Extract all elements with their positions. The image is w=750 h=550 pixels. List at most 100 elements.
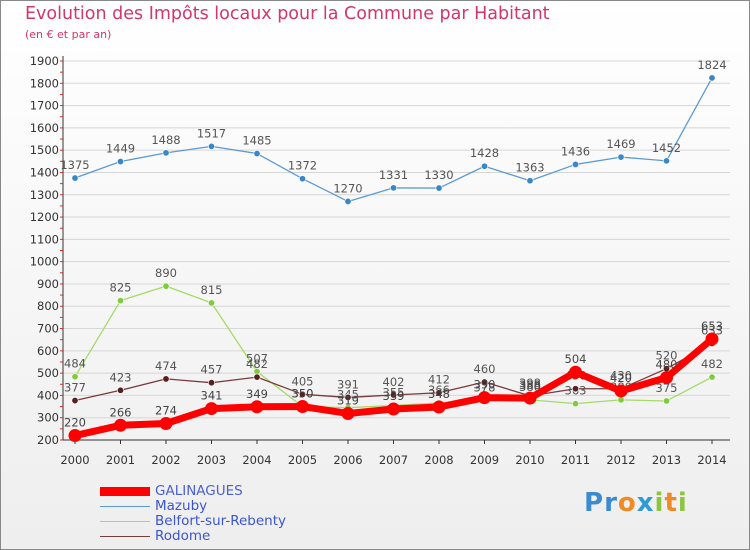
data-point bbox=[480, 162, 488, 170]
data-label: 348 bbox=[428, 387, 450, 401]
data-point bbox=[435, 184, 443, 192]
data-label: 412 bbox=[428, 373, 450, 387]
data-point bbox=[571, 385, 579, 393]
data-label: 398 bbox=[519, 376, 541, 390]
data-point bbox=[705, 332, 719, 346]
x-tick-label: 2007 bbox=[379, 453, 408, 467]
data-point bbox=[432, 400, 446, 414]
data-point bbox=[660, 371, 673, 385]
brand-logo: Proxiti bbox=[584, 488, 688, 518]
data-point bbox=[253, 150, 261, 158]
data-label: 1517 bbox=[197, 126, 226, 140]
legend-label: Rodome bbox=[155, 528, 211, 544]
data-label: 460 bbox=[474, 362, 496, 376]
data-point bbox=[68, 429, 82, 443]
x-tick-label: 2011 bbox=[561, 453, 590, 467]
legend-swatch bbox=[100, 521, 150, 522]
data-label: 375 bbox=[656, 381, 678, 395]
y-tick-label: 1700 bbox=[30, 99, 59, 113]
data-point bbox=[114, 418, 127, 432]
data-label: 339 bbox=[383, 389, 405, 403]
y-tick-label: 1600 bbox=[30, 121, 59, 135]
y-tick-label: 1300 bbox=[30, 188, 59, 202]
data-label: 890 bbox=[155, 266, 177, 280]
data-label: 1452 bbox=[652, 141, 681, 155]
legend-label: Mazuby bbox=[155, 498, 208, 514]
data-point bbox=[71, 373, 79, 381]
y-tick-label: 1200 bbox=[30, 210, 59, 224]
brand-letter: i bbox=[677, 488, 688, 518]
brand-letter: i bbox=[654, 488, 665, 518]
y-tick-label: 1900 bbox=[30, 54, 59, 68]
x-tick-label: 2012 bbox=[606, 453, 635, 467]
data-label: 377 bbox=[64, 381, 86, 395]
data-point bbox=[662, 397, 670, 405]
data-label: 420 bbox=[610, 371, 632, 385]
y-tick-label: 700 bbox=[37, 322, 59, 336]
data-label: 274 bbox=[155, 404, 177, 418]
data-label: 220 bbox=[64, 416, 86, 430]
legend-swatch bbox=[100, 536, 150, 537]
data-label: 815 bbox=[201, 283, 223, 297]
data-point bbox=[117, 297, 125, 305]
data-point bbox=[253, 373, 261, 381]
data-point bbox=[296, 400, 309, 414]
data-label: 319 bbox=[337, 393, 359, 407]
data-point bbox=[571, 400, 579, 408]
data-label: 1824 bbox=[697, 58, 726, 72]
data-point bbox=[389, 391, 397, 399]
data-label: 457 bbox=[201, 363, 223, 377]
data-label: 507 bbox=[246, 352, 268, 366]
data-point bbox=[71, 174, 79, 182]
data-point bbox=[71, 397, 79, 405]
data-label: 349 bbox=[246, 387, 268, 401]
data-label: 405 bbox=[292, 374, 314, 388]
x-tick-label: 2010 bbox=[515, 453, 544, 467]
data-point bbox=[708, 373, 716, 381]
data-label: 484 bbox=[64, 357, 86, 371]
data-point bbox=[208, 142, 216, 150]
data-label: 388 bbox=[519, 378, 541, 392]
x-tick-label: 2002 bbox=[151, 453, 180, 467]
data-point bbox=[117, 386, 125, 394]
data-point bbox=[571, 160, 579, 168]
x-tick-label: 2013 bbox=[652, 453, 681, 467]
data-label: 1372 bbox=[288, 159, 317, 173]
data-point bbox=[617, 153, 625, 161]
x-tick-label: 2000 bbox=[60, 453, 89, 467]
y-tick-label: 1100 bbox=[30, 232, 59, 246]
data-point bbox=[341, 406, 355, 420]
brand-letter: r bbox=[604, 488, 618, 518]
chart-subtitle: (en € et par an) bbox=[25, 28, 112, 41]
data-label: 266 bbox=[110, 405, 132, 419]
data-point bbox=[205, 402, 218, 416]
data-label: 430 bbox=[610, 369, 632, 383]
data-label: 1270 bbox=[333, 181, 362, 195]
data-label: 1488 bbox=[151, 133, 180, 147]
data-label: 1469 bbox=[606, 137, 635, 151]
y-tick-label: 1000 bbox=[30, 255, 59, 269]
y-tick-label: 800 bbox=[37, 299, 59, 313]
data-label: 341 bbox=[201, 389, 223, 403]
data-point bbox=[480, 378, 488, 386]
data-label: 1375 bbox=[60, 158, 89, 172]
data-label: 1485 bbox=[242, 134, 271, 148]
data-point bbox=[298, 390, 306, 398]
data-label: 402 bbox=[383, 375, 405, 389]
data-label: 480 bbox=[656, 358, 678, 372]
data-point bbox=[162, 282, 170, 290]
x-tick-label: 2006 bbox=[333, 453, 362, 467]
data-label: 380 bbox=[519, 380, 541, 394]
data-point bbox=[526, 177, 534, 185]
data-point bbox=[662, 157, 670, 165]
y-tick-label: 200 bbox=[37, 433, 59, 447]
legend-swatch bbox=[100, 487, 150, 496]
x-tick-label: 2003 bbox=[197, 453, 226, 467]
data-label: 423 bbox=[110, 370, 132, 384]
data-point bbox=[387, 402, 400, 416]
y-tick-label: 1400 bbox=[30, 165, 59, 179]
data-label: 504 bbox=[565, 352, 587, 366]
data-point bbox=[344, 197, 352, 205]
